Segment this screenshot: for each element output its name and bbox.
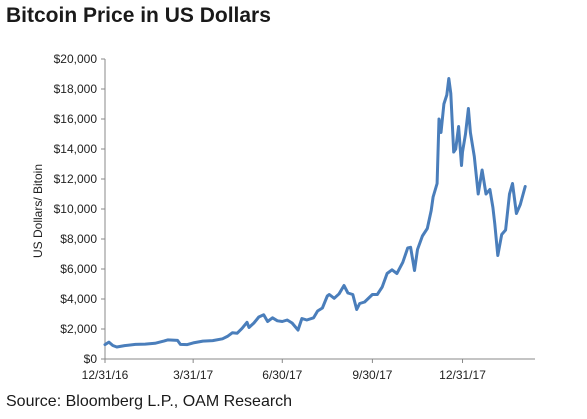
x-tick-label: 12/31/16 [82,368,129,382]
y-tick-label: $18,000 [54,82,98,96]
x-tick-label: 12/31/17 [439,368,486,382]
y-tick-label: $20,000 [54,52,98,66]
y-tick-label: $16,000 [54,112,98,126]
y-tick-label: $2,000 [60,322,97,336]
y-tick-label: $6,000 [60,262,97,276]
y-tick-label: $14,000 [54,142,98,156]
x-tick-label: 6/30/17 [262,368,302,382]
y-tick-label: $0 [84,352,98,366]
x-axis-ticks: 12/31/16 3/31/17 6/30/17 9/30/17 12/31/17 [82,359,486,382]
source-note: Source: Bloomberg L.P., OAM Research [6,393,293,410]
y-axis-ticks: $0 $2,000 $4,000 $6,000 $8,000 $10,000 $12,000… [54,52,105,366]
chart-title: Bitcoin Price in US Dollars [6,4,271,27]
y-tick-label: $12,000 [54,172,98,186]
y-tick-label: $4,000 [60,292,97,306]
y-axis-label: US Dollars/ Bitoin [31,164,45,258]
bitcoin-price-line [103,77,527,349]
x-tick-label: 9/30/17 [352,368,392,382]
y-tick-label: $10,000 [54,202,98,216]
x-tick-label: 3/31/17 [173,368,213,382]
y-tick-label: $8,000 [60,232,97,246]
